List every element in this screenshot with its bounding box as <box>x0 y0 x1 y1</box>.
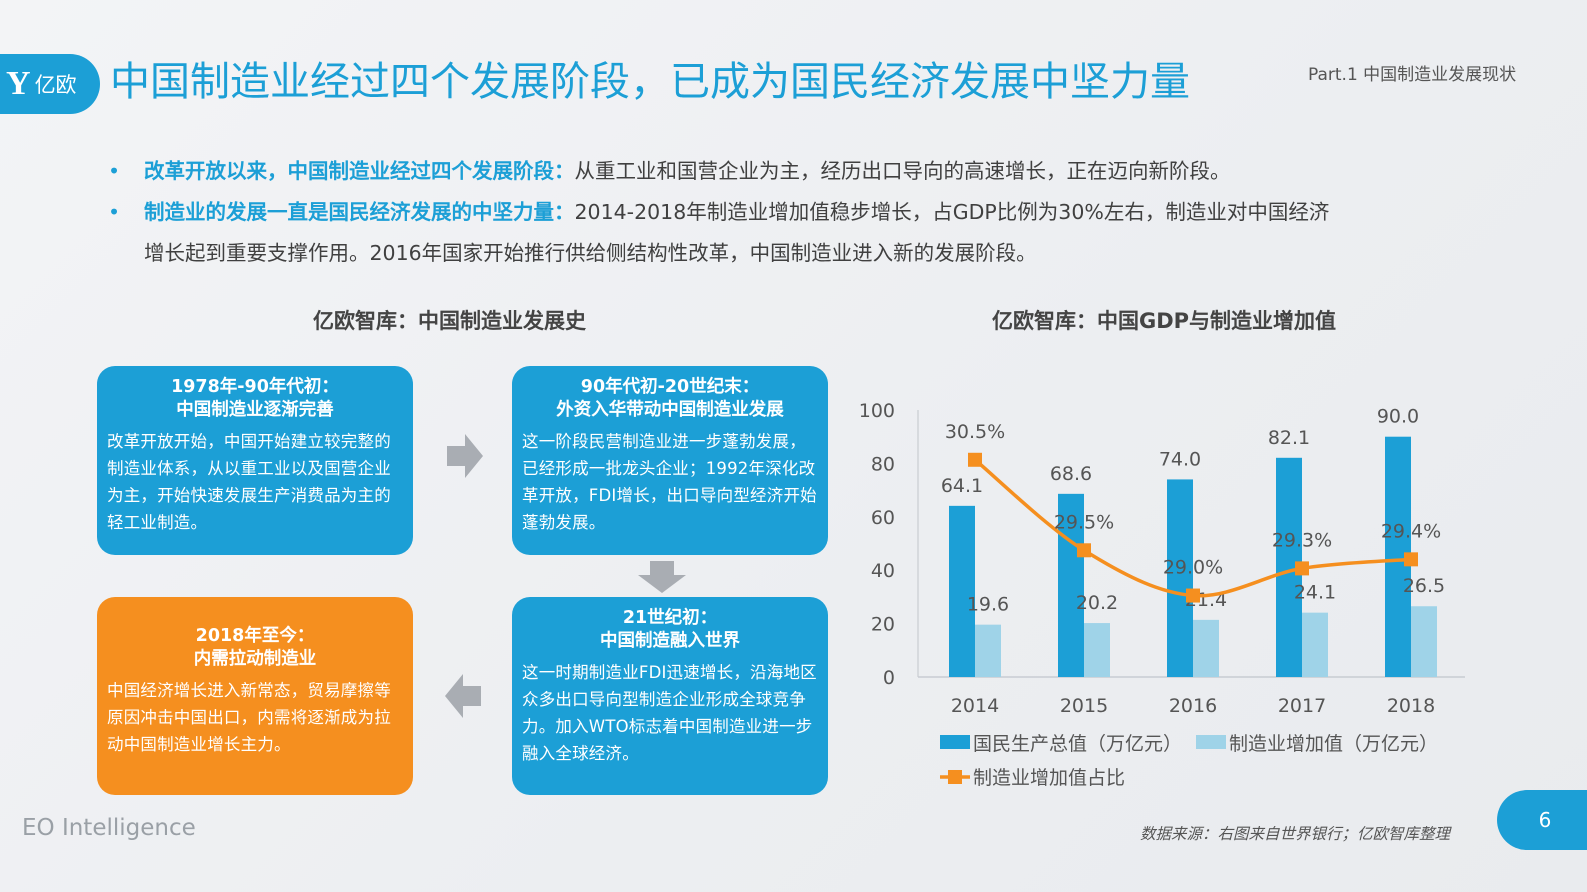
bar-label-gdp: 82.1 <box>1268 427 1310 449</box>
line-label: 29.0% <box>1163 557 1223 579</box>
stage-card-4: 2018年至今： 内需拉动制造业 中国经济增长进入新常态，贸易摩擦等原因冲击中国出… <box>97 597 413 795</box>
line-marker <box>1186 588 1200 603</box>
history-title: 亿欧智库：中国制造业发展史 <box>313 309 586 333</box>
y-tick-label: 80 <box>871 453 895 475</box>
legend-label-manufacturing: 制造业增加值（万亿元） <box>1229 733 1438 755</box>
legend-swatch-gdp <box>940 735 970 749</box>
line-label: 30.5% <box>945 421 1005 443</box>
bullet-2: • 制造业的发展一直是国民经济发展的中坚力量：2014-2018年制造业增加值稳步… <box>108 200 1330 224</box>
y-tick-label: 20 <box>871 614 895 636</box>
logo-mark-icon: Y <box>6 65 31 102</box>
bar-label-manufacturing: 20.2 <box>1076 592 1118 614</box>
x-tick-label: 2016 <box>1169 695 1217 717</box>
section-label: Part.1 中国制造业发展现状 <box>1308 65 1517 85</box>
line-marker <box>968 452 982 467</box>
bullet-dot-icon: • <box>108 200 121 224</box>
legend-marker-share <box>948 770 962 784</box>
arrow-down-icon <box>638 561 686 593</box>
line-label: 29.3% <box>1272 529 1332 551</box>
bar-manufacturing <box>1193 619 1219 677</box>
logo: Y 亿欧 <box>0 54 100 114</box>
legend-swatch-manufacturing <box>1196 735 1226 749</box>
brand-footer: EO Intelligence <box>22 815 196 841</box>
stage-card-3: 21世纪初： 中国制造融入世界 这一时期制造业FDI迅速增长，沿海地区众多出口导向… <box>512 597 828 795</box>
bullet-dot-icon: • <box>108 159 121 183</box>
legend-label-share: 制造业增加值占比 <box>973 767 1125 789</box>
bar-label-gdp: 64.1 <box>941 475 983 497</box>
stage-card-1: 1978年-90年代初： 中国制造业逐渐完善 改革开放开始，中国开始建立较完整的制… <box>97 366 413 555</box>
bar-label-gdp: 68.6 <box>1050 463 1092 485</box>
line-marker <box>1077 543 1091 558</box>
bar-label-manufacturing: 26.5 <box>1403 575 1445 597</box>
x-tick-label: 2018 <box>1387 695 1435 717</box>
bar-label-gdp: 90.0 <box>1377 406 1419 428</box>
bar-gdp <box>1167 479 1193 677</box>
arrow-right-icon <box>447 434 483 478</box>
bar-manufacturing <box>1302 612 1328 677</box>
chart-title: 亿欧智库：中国GDP与制造业增加值 <box>992 309 1337 333</box>
line-marker <box>1404 552 1418 567</box>
bar-gdp <box>1058 493 1084 677</box>
bullet-1: • 改革开放以来，中国制造业经过四个发展阶段：从重工业和国营企业为主，经历出口导向… <box>108 159 1231 183</box>
page-title: 中国制造业经过四个发展阶段，已成为国民经济发展中坚力量 <box>110 59 1190 105</box>
bar-label-manufacturing: 19.6 <box>967 594 1009 616</box>
stage-card-2: 90年代初-20世纪末： 外资入华带动中国制造业发展 这一阶段民营制造业进一步蓬勃… <box>512 366 828 555</box>
line-marker <box>1295 561 1309 576</box>
y-tick-label: 0 <box>883 667 895 689</box>
bar-label-gdp: 74.0 <box>1159 448 1201 470</box>
bar-manufacturing <box>1084 623 1110 677</box>
y-tick-label: 60 <box>871 507 895 529</box>
gdp-chart: 0 20 40 60 80 100 2014 2015 2016 2017 2018 64.1 68.6… <box>859 400 1465 789</box>
y-tick-label: 100 <box>859 400 895 422</box>
arrow-left-icon <box>445 674 481 718</box>
x-tick-label: 2017 <box>1278 695 1326 717</box>
x-tick-label: 2015 <box>1060 695 1108 717</box>
bar-manufacturing <box>1411 606 1437 677</box>
line-label: 29.5% <box>1054 511 1114 533</box>
page-number: 6 <box>1497 790 1587 850</box>
bar-gdp <box>949 505 975 677</box>
legend-label-gdp: 国民生产总值（万亿元） <box>973 733 1182 755</box>
line-label: 29.4% <box>1381 520 1441 542</box>
bar-manufacturing <box>975 624 1001 677</box>
bullet-2-cont: 增长起到重要支撑作用。2016年国家开始推行供给侧结构性改革，中国制造业进入新的… <box>144 241 1037 265</box>
bar-label-manufacturing: 24.1 <box>1294 582 1336 604</box>
x-tick-label: 2014 <box>951 695 999 717</box>
y-tick-label: 40 <box>871 560 895 582</box>
data-source: 数据来源：右图来自世界银行；亿欧智库整理 <box>1140 825 1451 843</box>
